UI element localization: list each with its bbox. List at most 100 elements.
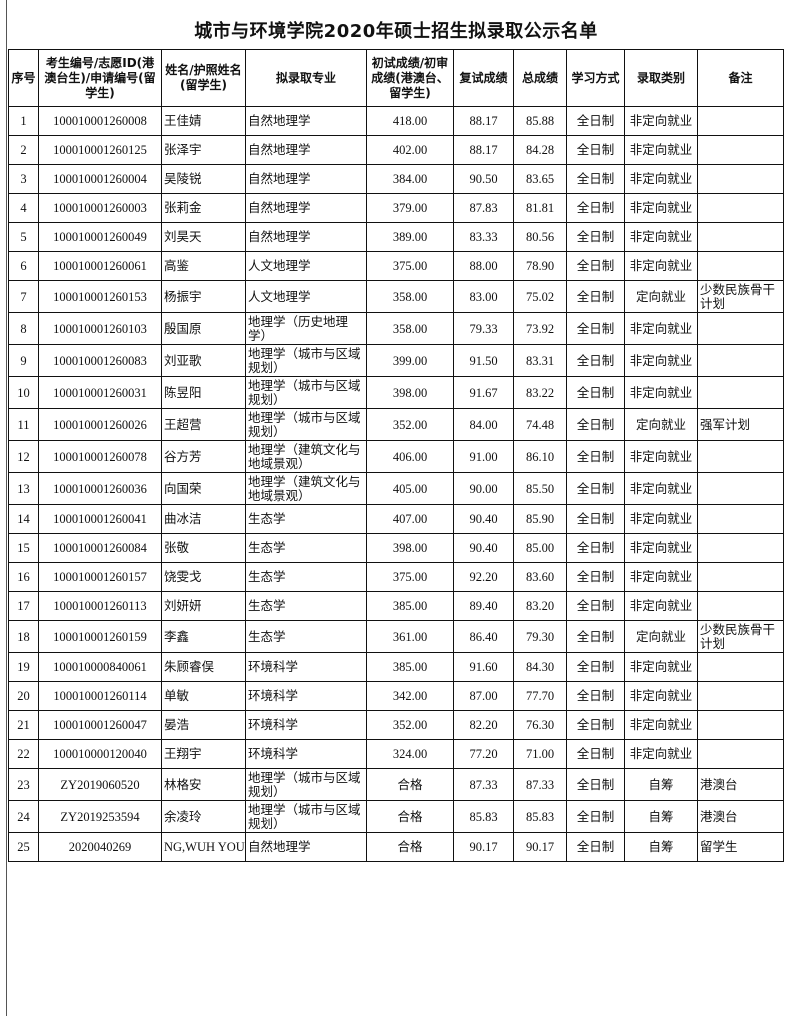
cell-retest-score: 89.40 — [453, 591, 514, 621]
cell-candidate-id: 100010001260125 — [38, 135, 162, 165]
cell-candidate-id: 100010001260157 — [38, 562, 162, 592]
cell-major: 地理学（建筑文化与地域景观） — [245, 472, 367, 505]
cell-study-mode: 全日制 — [566, 312, 625, 345]
cell-major: 自然地理学 — [245, 135, 367, 165]
cell-remarks: 强军计划 — [697, 408, 784, 441]
header-retest-score: 复试成绩 — [453, 49, 514, 107]
cell-retest-score: 90.40 — [453, 504, 514, 534]
header-total-score: 总成绩 — [513, 49, 567, 107]
cell-initial-score: 402.00 — [366, 135, 454, 165]
cell-total-score: 71.00 — [513, 739, 567, 769]
cell-seq: 1 — [8, 106, 39, 136]
cell-study-mode: 全日制 — [566, 620, 625, 653]
cell-retest-score: 79.33 — [453, 312, 514, 345]
cell-total-score: 84.30 — [513, 652, 567, 682]
cell-initial-score: 361.00 — [366, 620, 454, 653]
cell-admission-type: 非定向就业 — [624, 533, 698, 563]
cell-study-mode: 全日制 — [566, 280, 625, 313]
cell-total-score: 85.50 — [513, 472, 567, 505]
cell-retest-score: 90.17 — [453, 832, 514, 862]
cell-study-mode: 全日制 — [566, 504, 625, 534]
cell-major: 生态学 — [245, 620, 367, 653]
cell-seq: 24 — [8, 800, 39, 833]
cell-seq: 16 — [8, 562, 39, 592]
cell-remarks — [697, 440, 784, 473]
cell-admission-type: 非定向就业 — [624, 739, 698, 769]
cell-study-mode: 全日制 — [566, 562, 625, 592]
cell-major: 自然地理学 — [245, 193, 367, 223]
cell-study-mode: 全日制 — [566, 408, 625, 441]
cell-remarks — [697, 312, 784, 345]
cell-initial-score: 406.00 — [366, 440, 454, 473]
cell-major: 地理学（城市与区域规划） — [245, 344, 367, 377]
cell-major: 环境科学 — [245, 710, 367, 740]
cell-name: 晏浩 — [161, 710, 246, 740]
cell-admission-type: 定向就业 — [624, 620, 698, 653]
header-study-mode: 学习方式 — [566, 49, 625, 107]
cell-major: 人文地理学 — [245, 251, 367, 281]
cell-total-score: 74.48 — [513, 408, 567, 441]
cell-name: 李鑫 — [161, 620, 246, 653]
cell-name: 王佳婧 — [161, 106, 246, 136]
table-row: 3 100010001260004 吴陵锐 自然地理学 384.00 90.50 83.65… — [8, 164, 784, 194]
cell-initial-score: 398.00 — [366, 533, 454, 563]
cell-name: 张敬 — [161, 533, 246, 563]
cell-major: 生态学 — [245, 562, 367, 592]
cell-admission-type: 非定向就业 — [624, 504, 698, 534]
cell-name: 饶雯戈 — [161, 562, 246, 592]
table-row: 7 100010001260153 杨振宇 人文地理学 358.00 83.00 75.02… — [8, 280, 784, 313]
cell-retest-score: 91.60 — [453, 652, 514, 682]
cell-candidate-id: 100010001260159 — [38, 620, 162, 653]
cell-retest-score: 91.67 — [453, 376, 514, 409]
cell-candidate-id: 100010001260083 — [38, 344, 162, 377]
table-row: 18 100010001260159 李鑫 生态学 361.00 86.40 79.30 全日… — [8, 620, 784, 653]
cell-initial-score: 384.00 — [366, 164, 454, 194]
header-row: 序号 考生编号/志愿ID(港澳台生)/申请编号(留学生) 姓名/护照姓名(留学生) 拟… — [8, 49, 784, 107]
cell-initial-score: 324.00 — [366, 739, 454, 769]
cell-remarks: 留学生 — [697, 832, 784, 862]
cell-seq: 8 — [8, 312, 39, 345]
header-major: 拟录取专业 — [245, 49, 367, 107]
cell-remarks — [697, 652, 784, 682]
table-row: 5 100010001260049 刘昊天 自然地理学 389.00 83.33 80.56… — [8, 222, 784, 252]
header-remarks: 备注 — [697, 49, 784, 107]
table-row: 24 ZY2019253594 余凌玲 地理学（城市与区域规划） 合格 85.83 85.8… — [8, 800, 784, 833]
table-row: 2 100010001260125 张泽宇 自然地理学 402.00 88.17 84.28… — [8, 135, 784, 165]
cell-study-mode: 全日制 — [566, 135, 625, 165]
cell-seq: 17 — [8, 591, 39, 621]
cell-admission-type: 非定向就业 — [624, 652, 698, 682]
cell-total-score: 83.60 — [513, 562, 567, 592]
table-row: 22 100010000120040 王翔宇 环境科学 324.00 77.20 71.00… — [8, 739, 784, 769]
cell-study-mode: 全日制 — [566, 533, 625, 563]
cell-admission-type: 非定向就业 — [624, 164, 698, 194]
cell-remarks: 少数民族骨干计划 — [697, 620, 784, 653]
cell-remarks — [697, 222, 784, 252]
cell-candidate-id: 100010001260084 — [38, 533, 162, 563]
cell-candidate-id: 100010001260114 — [38, 681, 162, 711]
cell-remarks — [697, 193, 784, 223]
cell-initial-score: 389.00 — [366, 222, 454, 252]
cell-remarks — [697, 591, 784, 621]
cell-name: 张泽宇 — [161, 135, 246, 165]
cell-total-score: 80.56 — [513, 222, 567, 252]
cell-name: 余凌玲 — [161, 800, 246, 833]
cell-total-score: 83.22 — [513, 376, 567, 409]
cell-retest-score: 91.50 — [453, 344, 514, 377]
cell-admission-type: 非定向就业 — [624, 440, 698, 473]
cell-major: 自然地理学 — [245, 164, 367, 194]
table-row: 21 100010001260047 晏浩 环境科学 352.00 82.20 76.30 全… — [8, 710, 784, 740]
cell-major: 环境科学 — [245, 652, 367, 682]
cell-total-score: 79.30 — [513, 620, 567, 653]
cell-seq: 18 — [8, 620, 39, 653]
cell-name: 向国荣 — [161, 472, 246, 505]
cell-retest-score: 92.20 — [453, 562, 514, 592]
cell-candidate-id: 100010001260078 — [38, 440, 162, 473]
cell-admission-type: 定向就业 — [624, 408, 698, 441]
cell-major: 自然地理学 — [245, 106, 367, 136]
table-row: 16 100010001260157 饶雯戈 生态学 375.00 92.20 83.60 全… — [8, 562, 784, 592]
cell-retest-score: 85.83 — [453, 800, 514, 833]
cell-study-mode: 全日制 — [566, 106, 625, 136]
cell-major: 地理学（城市与区域规划） — [245, 768, 367, 801]
cell-admission-type: 非定向就业 — [624, 710, 698, 740]
cell-total-score: 83.20 — [513, 591, 567, 621]
